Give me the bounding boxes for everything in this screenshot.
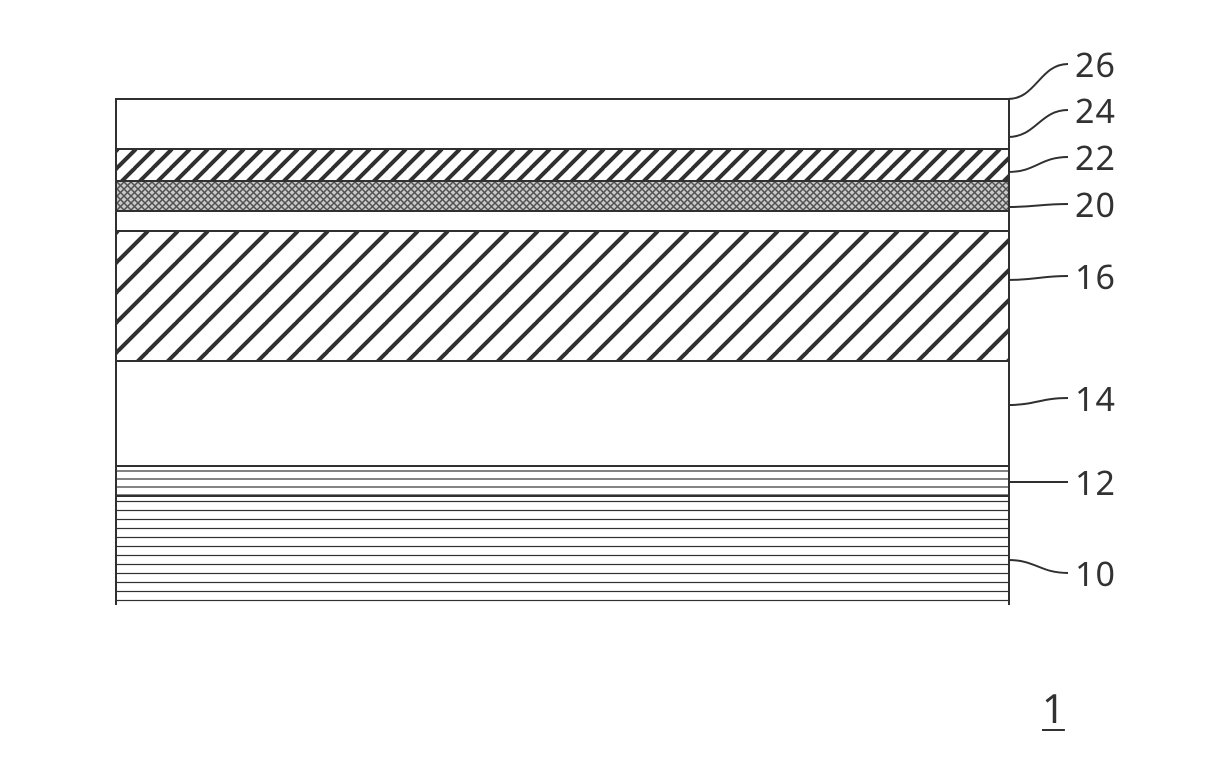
layer-14 bbox=[117, 360, 1008, 465]
ref-label-14: 14 bbox=[1075, 381, 1116, 415]
figure-number: 1 bbox=[1042, 680, 1065, 735]
layer-22 bbox=[117, 180, 1008, 210]
diagram-stage: 1 26 24 22 20 16 14 12 10 bbox=[0, 0, 1206, 766]
ref-label-22: 22 bbox=[1075, 140, 1116, 174]
layer-20 bbox=[117, 210, 1008, 230]
layer-12 bbox=[117, 465, 1008, 495]
ref-label-16: 16 bbox=[1075, 259, 1116, 293]
ref-label-24: 24 bbox=[1075, 93, 1116, 127]
ref-label-26: 26 bbox=[1075, 47, 1116, 81]
ref-label-20: 20 bbox=[1075, 187, 1116, 221]
layer-10 bbox=[117, 495, 1008, 605]
layer-24 bbox=[117, 148, 1008, 180]
ref-label-12: 12 bbox=[1075, 465, 1116, 499]
layer-26 bbox=[117, 98, 1008, 148]
ref-label-10: 10 bbox=[1075, 556, 1116, 590]
layer-16 bbox=[117, 230, 1008, 360]
layer-stack bbox=[115, 98, 1010, 605]
